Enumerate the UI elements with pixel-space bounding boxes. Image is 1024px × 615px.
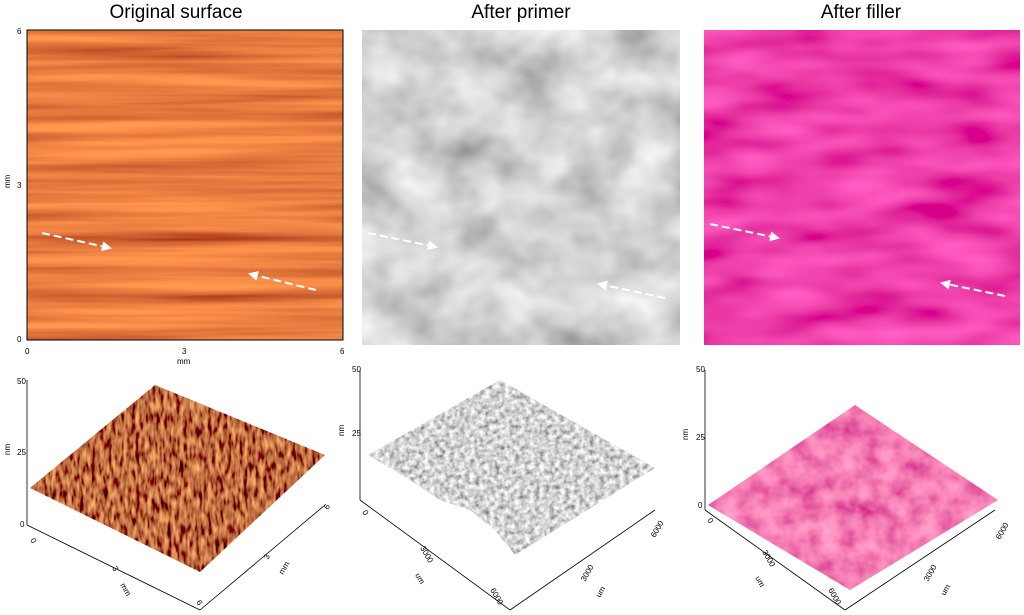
afm-map <box>704 30 1020 345</box>
tick-label: 6000 <box>488 587 505 607</box>
tick-label: 3000 <box>418 545 435 565</box>
axis-label: um <box>594 585 608 599</box>
tick-label: 0 <box>360 509 370 518</box>
axis-label: nm <box>337 425 346 436</box>
tick-label: 3000 <box>579 563 596 583</box>
axis-label: nm <box>3 444 12 455</box>
tick-label: 0 <box>17 335 22 344</box>
tick-label: 3 <box>262 552 272 561</box>
tick-label: 3000 <box>922 563 939 583</box>
map-frame <box>26 29 344 341</box>
arrows <box>41 223 1006 299</box>
axis-label: mm <box>277 560 292 576</box>
tick-label: 6 <box>17 27 22 36</box>
axis-label: um <box>753 575 767 589</box>
tick-label: 6000 <box>994 521 1011 541</box>
tick-label: 50 <box>17 377 26 386</box>
axis-label: mm <box>118 582 133 598</box>
tick-label: 0 <box>20 520 25 529</box>
tick-label: 0 <box>705 517 715 526</box>
tick-label: 25 <box>17 448 26 457</box>
tick-label: 3 <box>17 181 22 190</box>
tick-label: 25 <box>696 433 705 442</box>
tick-label: 6 <box>322 502 332 511</box>
tick-label: 0 <box>698 501 703 510</box>
panel-title: After primer <box>471 2 571 23</box>
axis-label: mm <box>3 174 12 188</box>
tick-label: 6000 <box>826 587 843 607</box>
tick-label: 0 <box>25 347 30 356</box>
surface-3d <box>708 405 998 590</box>
tick-label: 0 <box>28 537 38 546</box>
tick-label: 3 <box>110 565 120 574</box>
axis-label: mm <box>177 357 191 366</box>
axes-3d <box>26 380 326 611</box>
afm-map <box>362 30 680 345</box>
panel-title: After filler <box>821 2 902 23</box>
axes-3d <box>359 370 656 611</box>
tick-label: 6 <box>194 599 204 608</box>
tick-label: 3 <box>182 347 187 356</box>
tick-label: 50 <box>696 365 705 374</box>
tick-label: 3000 <box>760 549 777 569</box>
surface-3d <box>30 385 325 572</box>
axis-label: um <box>939 583 953 597</box>
tick-label: 6 <box>340 347 345 356</box>
tick-label: 50 <box>352 365 361 374</box>
axis-label: um <box>413 572 427 586</box>
axis-label: nm <box>681 429 690 440</box>
axes-3d <box>704 370 996 611</box>
afm-map <box>27 30 343 340</box>
surface-3d <box>368 380 655 555</box>
tick-label: 25 <box>352 429 361 438</box>
tick-label: 6000 <box>649 519 666 539</box>
panel-title: Original surface <box>109 2 242 23</box>
